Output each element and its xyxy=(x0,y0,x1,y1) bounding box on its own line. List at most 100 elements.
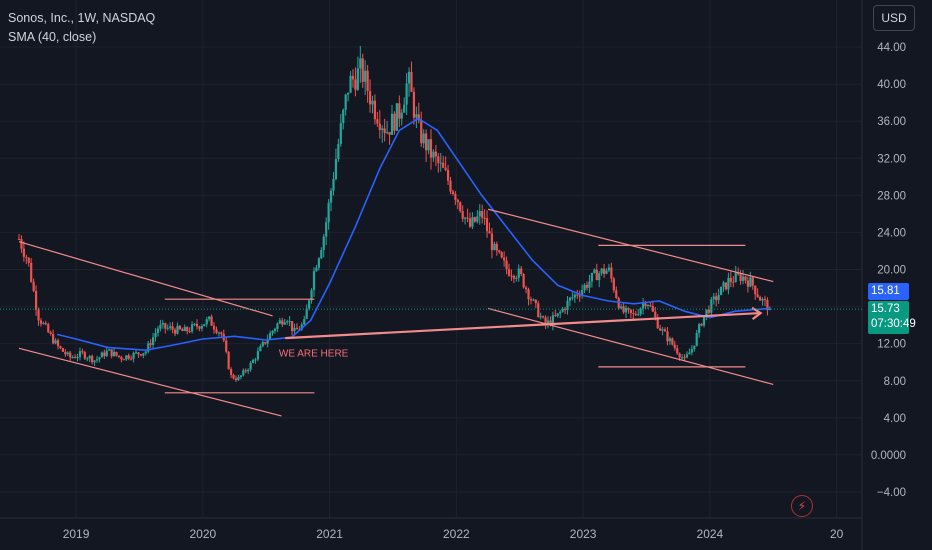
candle-body xyxy=(727,277,730,290)
candle-body xyxy=(573,294,576,298)
candle-body xyxy=(220,332,223,334)
candle-body xyxy=(108,349,111,351)
candle-body xyxy=(315,267,318,272)
candle-body xyxy=(695,332,698,346)
candle-body xyxy=(649,305,652,307)
candle-body xyxy=(510,275,513,277)
candle-body xyxy=(105,350,108,357)
candle-body xyxy=(507,269,511,276)
currency-button[interactable]: USD xyxy=(873,5,915,31)
candle-body xyxy=(527,289,530,300)
candle-body xyxy=(373,100,377,120)
candle-body xyxy=(524,287,528,290)
candle-body xyxy=(549,320,552,326)
candle-body xyxy=(483,217,486,219)
candle-body xyxy=(200,326,203,329)
candle-body xyxy=(544,317,547,325)
candle-body xyxy=(244,370,247,372)
candle-body xyxy=(295,327,299,330)
candle-body xyxy=(259,346,262,352)
candle-body xyxy=(700,324,703,326)
candle-body xyxy=(71,357,74,359)
candle-body xyxy=(607,267,611,271)
candle-body xyxy=(227,351,230,370)
candle-body xyxy=(230,369,233,375)
candle-body xyxy=(490,233,494,250)
candle-body xyxy=(137,352,140,355)
symbol-title: Sonos, Inc., 1W, NASDAQ xyxy=(8,11,156,25)
candle-body xyxy=(276,323,279,329)
candle-body xyxy=(632,313,635,315)
trendline xyxy=(18,241,273,317)
candle-body xyxy=(666,331,669,342)
candle-body xyxy=(719,286,723,295)
candle-body xyxy=(615,290,618,298)
candle-body xyxy=(685,354,689,358)
candle-body xyxy=(347,92,350,95)
candle-body xyxy=(637,314,640,316)
candle-body xyxy=(334,159,338,180)
candle-body xyxy=(532,299,535,301)
candle-body xyxy=(210,316,213,326)
candle-body xyxy=(264,342,267,344)
candle-body xyxy=(290,321,294,332)
candle-body xyxy=(47,324,50,333)
candle-body xyxy=(164,323,167,329)
candle-body xyxy=(568,297,572,301)
candle-body xyxy=(195,323,199,327)
candle-body xyxy=(386,132,389,134)
candle-body xyxy=(186,327,189,332)
candle-body xyxy=(749,277,752,287)
candle-body xyxy=(751,277,754,286)
candle-body xyxy=(563,308,567,311)
candle-body xyxy=(198,326,201,329)
candle-body xyxy=(76,356,79,358)
candle-body xyxy=(225,340,228,352)
candle-body xyxy=(117,355,121,357)
candle-body xyxy=(178,325,182,330)
candle-body xyxy=(539,316,542,318)
candle-body xyxy=(95,359,99,361)
candle-body xyxy=(364,70,367,82)
candle-body xyxy=(622,306,625,313)
candle-body xyxy=(271,331,274,334)
candle-body xyxy=(405,83,408,105)
candle-body xyxy=(305,308,308,320)
candle-body xyxy=(466,217,469,219)
candle-body xyxy=(761,299,764,301)
candle-body xyxy=(673,344,676,349)
candle-body xyxy=(588,281,591,288)
candle-body xyxy=(537,303,540,318)
candle-body xyxy=(86,358,89,360)
candle-body xyxy=(680,357,684,359)
candle-body xyxy=(451,191,455,195)
candle-body xyxy=(132,352,135,359)
candle-body xyxy=(144,351,147,354)
x-tick-label: 2022 xyxy=(443,527,470,541)
candle-body xyxy=(585,284,589,288)
candle-body xyxy=(403,104,406,113)
candle-body xyxy=(683,357,686,359)
candle-body xyxy=(756,294,759,297)
candle-body xyxy=(746,280,750,287)
candle-body xyxy=(169,326,172,328)
candle-body xyxy=(498,250,501,253)
indicator-label[interactable]: SMA (40, close) xyxy=(8,30,97,44)
candle-body xyxy=(581,290,584,296)
lightning-icon[interactable]: ⚡ xyxy=(791,495,813,517)
candle-body xyxy=(512,275,515,279)
candle-body xyxy=(254,359,257,361)
candle-body xyxy=(425,133,428,151)
candle-body xyxy=(576,294,579,296)
candle-body xyxy=(763,299,767,301)
candle-body xyxy=(398,103,401,119)
candle-body xyxy=(378,123,381,130)
candle-body xyxy=(712,296,715,300)
candle-body xyxy=(442,162,445,168)
candle-body xyxy=(444,167,447,170)
candle-body xyxy=(39,320,43,324)
candle-body xyxy=(646,305,650,307)
candle-body xyxy=(115,351,118,356)
candle-body xyxy=(724,282,728,290)
